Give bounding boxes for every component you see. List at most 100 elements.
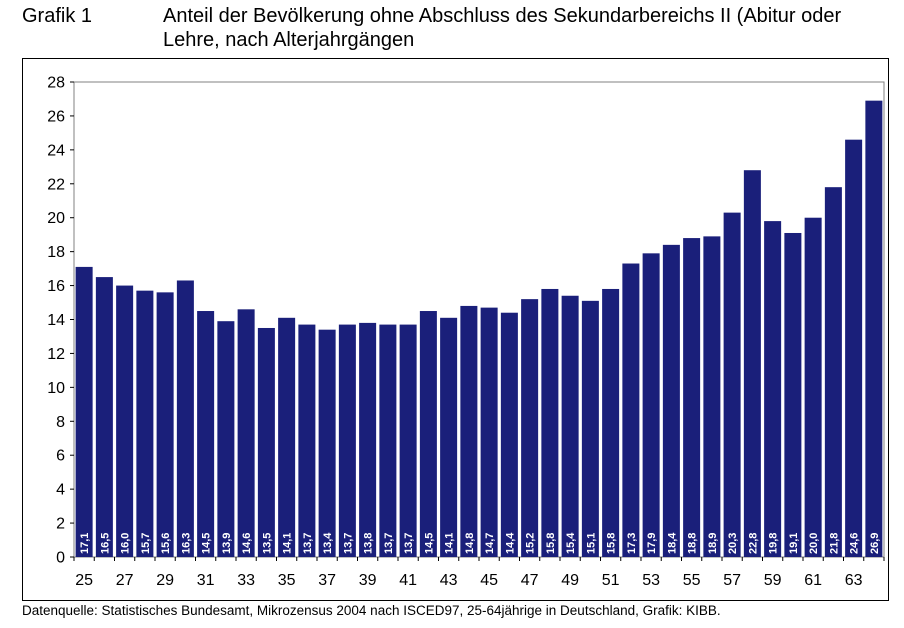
bar-value-label: 15,6 [160, 533, 172, 554]
x-tick-label: 57 [723, 572, 741, 589]
bar-value-label: 14,5 [423, 533, 435, 554]
x-tick-label: 41 [399, 572, 417, 589]
y-tick-label: 20 [47, 210, 65, 227]
figure-label: Grafik 1 [22, 5, 93, 27]
y-tick-label: 14 [47, 312, 65, 329]
bar-value-label: 14,7 [484, 533, 496, 554]
x-tick-label: 49 [561, 572, 579, 589]
bar [521, 299, 539, 557]
y-tick-label: 26 [47, 108, 65, 125]
y-tick-label: 4 [56, 482, 65, 499]
bar [541, 288, 559, 557]
bar [298, 324, 316, 557]
bar-value-label: 15,2 [525, 533, 537, 554]
plot-area [73, 81, 885, 558]
source-note: Datenquelle: Statistisches Bundesamt, Mi… [22, 603, 721, 618]
bar [197, 311, 215, 557]
bar-value-label: 17,9 [646, 533, 658, 554]
x-tick-label: 61 [804, 572, 822, 589]
bar [75, 266, 93, 557]
bar-value-label: 15,8 [545, 533, 557, 554]
bar [804, 217, 822, 557]
bar [662, 244, 680, 557]
bar-value-label: 15,4 [565, 532, 577, 554]
x-tick-label: 63 [845, 572, 863, 589]
chart-title: Anteil der Bevölkerung ohne Abschluss de… [163, 5, 842, 51]
x-tick-label: 53 [642, 572, 660, 589]
bar [116, 285, 134, 557]
bar [419, 311, 437, 557]
bar [824, 187, 842, 557]
bar-value-label: 13,7 [383, 533, 395, 554]
y-tick-label: 28 [47, 75, 65, 92]
bar [379, 324, 397, 557]
bar [95, 277, 113, 557]
bar-value-label: 16,3 [180, 533, 192, 554]
bar [176, 280, 194, 557]
bar-value-label: 14,5 [201, 533, 213, 554]
bar-value-label: 19,8 [768, 533, 780, 554]
bar [581, 300, 599, 557]
x-tick-label: 39 [359, 572, 377, 589]
y-tick-label: 24 [47, 142, 65, 159]
bar-value-label: 15,1 [585, 533, 597, 554]
bar [440, 317, 458, 557]
bar [602, 288, 620, 557]
bar-value-label: 13,5 [261, 533, 273, 554]
bar-value-label: 15,8 [606, 533, 618, 554]
x-tick-label: 43 [440, 572, 458, 589]
bar-value-label: 16,5 [99, 533, 111, 554]
bar-value-label: 14,6 [241, 533, 253, 554]
bar-value-label: 24,6 [849, 533, 861, 554]
bar-value-label: 26,9 [869, 533, 881, 554]
x-tick-label: 45 [480, 572, 498, 589]
x-tick-label: 35 [278, 572, 296, 589]
bar [703, 236, 721, 557]
bar [460, 305, 478, 557]
bar-value-label: 22,8 [747, 533, 759, 554]
bar [136, 290, 154, 557]
bar-value-label: 20,3 [727, 533, 739, 554]
y-tick-label: 8 [56, 414, 65, 431]
bar-value-label: 13,8 [363, 533, 375, 554]
bar [683, 238, 701, 558]
bar [500, 312, 518, 557]
bar-value-label: 15,7 [140, 533, 152, 554]
bar-value-label: 18,9 [707, 533, 719, 554]
bar-value-label: 13,4 [322, 532, 334, 554]
x-tick-label: 33 [237, 572, 255, 589]
bar-value-label: 20,0 [808, 533, 820, 554]
y-tick-label: 2 [56, 516, 65, 533]
bar [156, 292, 174, 557]
bar-value-label: 13,7 [302, 533, 314, 554]
x-tick-label: 31 [197, 572, 215, 589]
bar [278, 317, 296, 557]
x-tick-label: 51 [602, 572, 620, 589]
x-tick-label: 59 [764, 572, 782, 589]
y-tick-label: 12 [47, 346, 65, 363]
bar-value-label: 17,1 [79, 533, 91, 554]
x-tick-label: 27 [116, 572, 134, 589]
x-tick-label: 37 [318, 572, 336, 589]
bar-value-label: 19,1 [788, 533, 800, 554]
bar-value-label: 18,4 [666, 532, 678, 554]
bar-value-label: 13,9 [221, 533, 233, 554]
y-tick-label: 0 [56, 550, 65, 567]
bar-value-label: 21,8 [828, 533, 840, 554]
bar-value-label: 14,1 [444, 533, 456, 554]
y-tick-label: 16 [47, 278, 65, 295]
bar-value-label: 18,8 [687, 533, 699, 554]
bar [865, 100, 883, 558]
x-tick-label: 47 [521, 572, 539, 589]
bar [318, 329, 336, 557]
x-tick-label: 29 [156, 572, 174, 589]
x-tick-label: 25 [75, 572, 93, 589]
y-tick-label: 10 [47, 380, 65, 397]
bar-value-label: 14,4 [504, 532, 516, 554]
bar-value-label: 14,1 [282, 533, 294, 554]
x-tick-label: 55 [683, 572, 701, 589]
bar [622, 263, 640, 557]
y-tick-label: 22 [47, 176, 65, 193]
bar [764, 221, 782, 557]
